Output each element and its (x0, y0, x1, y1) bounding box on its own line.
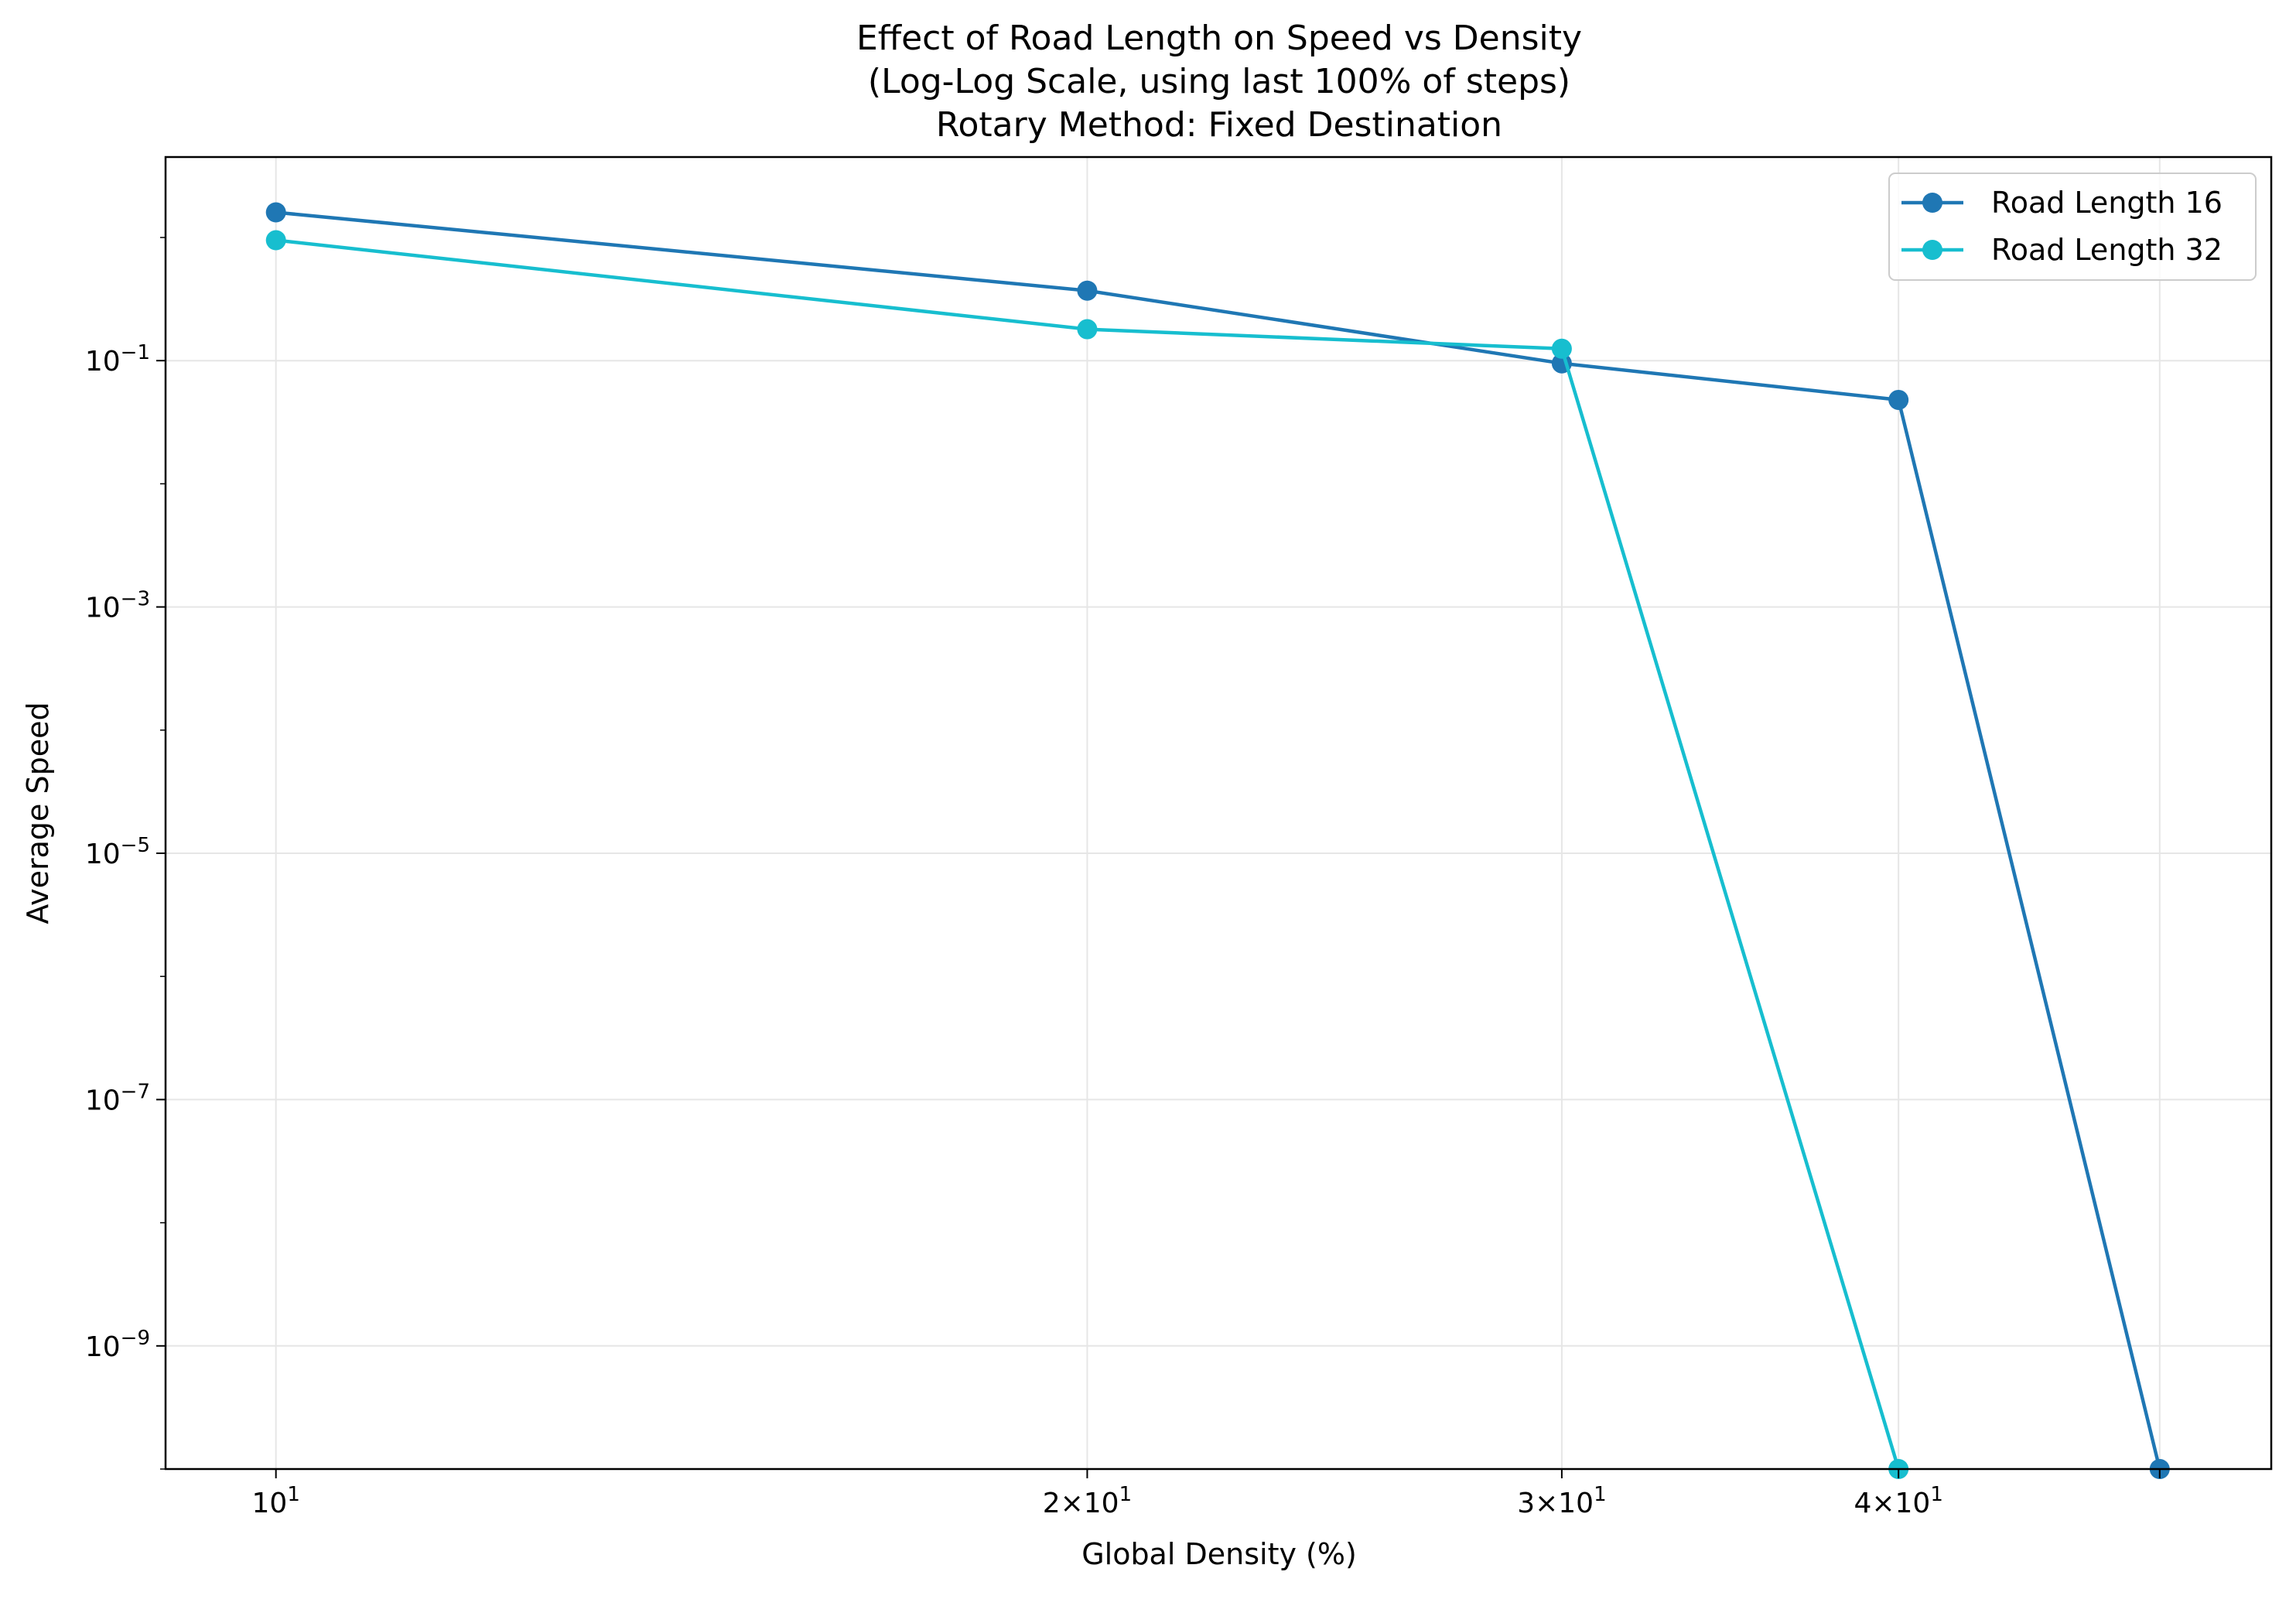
data-point-series-1 (1077, 280, 1098, 301)
y-tick-label: 10−9 (85, 1327, 150, 1363)
chart-title-line-2: (Log-Log Scale, using last 100% of steps… (868, 62, 1570, 101)
series-line-2 (275, 238, 1901, 1470)
y-tick-label: 10−1 (85, 341, 150, 378)
x-axis-label: Global Density (%) (1081, 1537, 1357, 1571)
data-point-series-2 (265, 230, 286, 251)
x-tick-label: 4×101 (1854, 1483, 1942, 1519)
grid (166, 157, 2271, 1469)
chart-title-line-1: Effect of Road Length on Speed vs Densit… (856, 19, 1582, 58)
chart-title: Effect of Road Length on Speed vs Densit… (856, 19, 1582, 145)
legend-label-2: Road Length 32 (1991, 233, 2223, 267)
data-point-series-1 (265, 202, 286, 223)
y-axis-ticks: 10−1 10−3 10−5 10−7 10−9 (85, 237, 166, 1470)
x-axis-ticks: 101 2×101 3×101 4×101 (252, 1469, 2161, 1519)
legend-box (1888, 173, 2257, 281)
data-point-series-2 (1077, 319, 1098, 340)
legend-label-1: Road Length 16 (1991, 186, 2223, 220)
legend-marker-2 (1922, 240, 1942, 260)
legend: Road Length 16 Road Length 32 (1888, 173, 2257, 281)
x-tick-label: 101 (252, 1483, 300, 1519)
x-tick-label: 3×101 (1517, 1483, 1606, 1519)
plot-area-frame (164, 155, 2273, 1471)
legend-marker-1 (1922, 193, 1942, 213)
series-layer (265, 202, 2170, 1479)
y-axis-label: Average Speed (21, 702, 55, 924)
data-point-series-1 (1888, 389, 1909, 410)
y-tick-label: 10−7 (85, 1080, 150, 1116)
data-point-series-2 (1551, 338, 1572, 359)
y-tick-label: 10−3 (85, 588, 150, 624)
x-tick-label: 2×101 (1043, 1483, 1132, 1519)
chart-title-line-3: Rotary Method: Fixed Destination (936, 105, 1502, 145)
y-tick-label: 10−5 (85, 834, 150, 870)
